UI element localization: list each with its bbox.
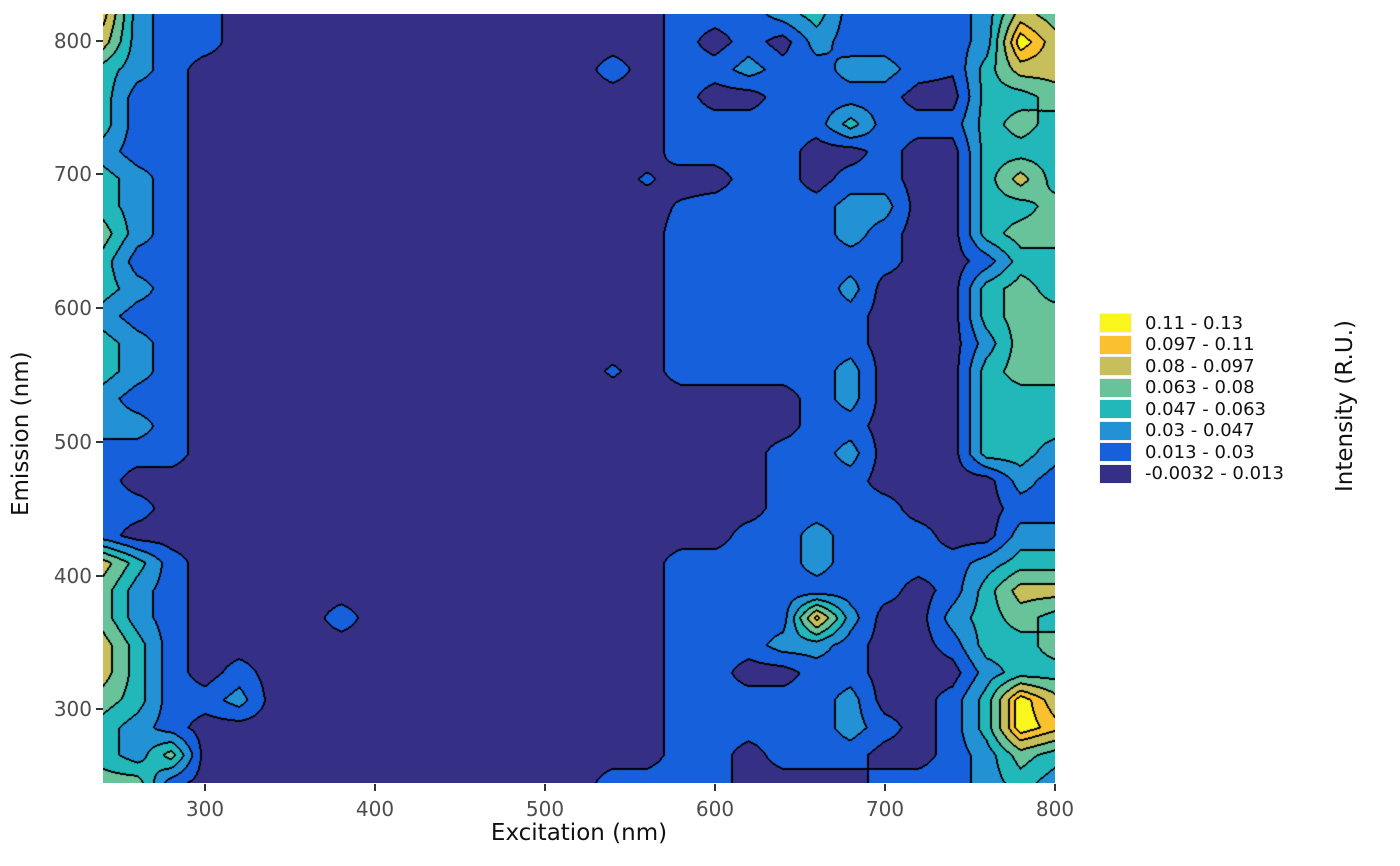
- x-tick-label: 400: [355, 797, 395, 821]
- legend-title: Intensity (R.U.): [1332, 320, 1358, 492]
- legend-swatch: [1099, 420, 1132, 441]
- legend-swatch: [1099, 442, 1132, 462]
- legend-entry: 0.047 - 0.063: [1099, 398, 1284, 420]
- legend-swatch-color: [1100, 357, 1131, 375]
- y-tick-label: 400: [53, 563, 92, 588]
- contour-plot-canvas: [103, 14, 1055, 783]
- y-tick-mark: [96, 307, 103, 310]
- legend-entry: 0.013 - 0.03: [1099, 441, 1284, 463]
- y-tick-mark: [96, 440, 103, 443]
- y-tick-label: 300: [53, 697, 92, 722]
- y-axis-title: Emission (nm): [8, 351, 34, 517]
- legend-swatch-color: [1100, 314, 1131, 332]
- legend-entry: 0.063 - 0.08: [1099, 377, 1284, 398]
- y-tick-mark: [96, 173, 103, 176]
- y-tick-label: 500: [53, 429, 92, 454]
- legend-swatch-color: [1100, 464, 1131, 483]
- legend-label: 0.097 - 0.11: [1145, 334, 1255, 355]
- legend-swatch-color: [1100, 335, 1131, 354]
- legend-label: 0.063 - 0.08: [1145, 377, 1255, 398]
- legend-label: 0.013 - 0.03: [1145, 441, 1255, 463]
- legend-label: 0.08 - 0.097: [1145, 355, 1255, 377]
- y-tick-mark: [96, 708, 103, 711]
- x-tick-mark: [714, 784, 716, 791]
- legend-label: 0.047 - 0.063: [1145, 398, 1266, 420]
- x-tick-label: 600: [695, 797, 735, 821]
- x-tick-label: 700: [865, 797, 905, 821]
- legend: 0.11 - 0.13 0.097 - 0.11 0.08 - 0.097 0.063…: [1099, 313, 1284, 485]
- legend-swatch-color: [1100, 443, 1131, 461]
- x-tick-mark: [204, 784, 206, 791]
- legend-swatch: [1099, 377, 1132, 398]
- legend-label: 0.03 - 0.047: [1145, 420, 1255, 441]
- legend-entry: -0.0032 - 0.013: [1099, 463, 1284, 484]
- y-tick-label: 600: [53, 296, 92, 321]
- x-tick-mark: [884, 784, 886, 791]
- legend-label: -0.0032 - 0.013: [1145, 463, 1284, 484]
- y-tick-mark: [96, 574, 103, 577]
- legend-swatch-color: [1100, 400, 1131, 418]
- y-tick-label: 800: [53, 28, 92, 53]
- y-tick-mark: [96, 39, 103, 42]
- y-tick-label: 700: [53, 162, 92, 187]
- legend-entry: 0.11 - 0.13: [1099, 312, 1284, 334]
- legend-swatch: [1099, 334, 1132, 355]
- x-tick-mark: [544, 784, 546, 791]
- x-tick-label: 300: [185, 797, 225, 821]
- legend-swatch: [1099, 463, 1132, 484]
- x-tick-mark: [374, 784, 376, 791]
- legend-swatch-color: [1100, 421, 1131, 440]
- x-tick-mark: [1054, 784, 1056, 791]
- legend-swatch-color: [1100, 378, 1131, 397]
- legend-entry: 0.097 - 0.11: [1099, 334, 1284, 355]
- legend-swatch: [1099, 356, 1132, 376]
- legend-entry: 0.08 - 0.097: [1099, 355, 1284, 377]
- legend-swatch: [1099, 313, 1132, 333]
- x-axis-title: Excitation (nm): [490, 820, 668, 846]
- legend-entry: 0.03 - 0.047: [1099, 420, 1284, 441]
- x-tick-label: 500: [525, 797, 565, 821]
- legend-swatch: [1099, 399, 1132, 419]
- legend-label: 0.11 - 0.13: [1145, 312, 1244, 334]
- x-tick-label: 800: [1035, 797, 1075, 821]
